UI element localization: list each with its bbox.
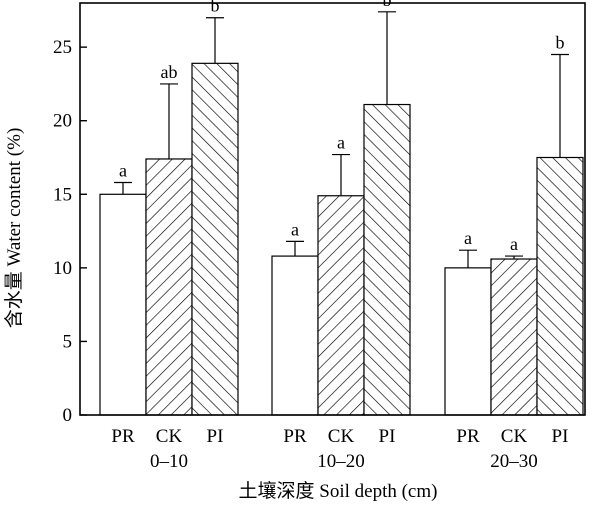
- depth-group-label: 10–20: [317, 451, 365, 472]
- bar-ck: [317, 195, 365, 416]
- significance-label: a: [464, 228, 472, 248]
- category-label: PI: [207, 426, 224, 447]
- y-axis-title: 含水量 Water content (%): [3, 128, 25, 329]
- bar-pi: [363, 103, 411, 416]
- significance-label: a: [119, 161, 127, 181]
- y-tick-label: 15: [53, 184, 72, 205]
- depth-group-label: 20–30: [490, 451, 538, 472]
- significance-label: a: [291, 219, 299, 239]
- category-label: PR: [283, 426, 307, 447]
- category-label: PI: [379, 426, 396, 447]
- bar-pr: [271, 255, 319, 416]
- y-tick-label: 25: [53, 37, 72, 58]
- bar-pi: [536, 156, 584, 416]
- axes-layer: 0 5 10 15 20 25 PR CK PI 0–10 PR CK PI 10–20 PR CK PI 20–…: [53, 2, 586, 472]
- category-label: CK: [156, 426, 183, 447]
- category-label: PR: [111, 426, 135, 447]
- category-label: PR: [456, 426, 480, 447]
- bar-ck: [145, 158, 193, 416]
- bars-layer: aabbaabaab: [99, 0, 584, 416]
- y-tick-label: 0: [63, 405, 73, 426]
- bar-pi: [191, 62, 239, 416]
- plot-frame: [79, 2, 586, 416]
- category-label: CK: [328, 426, 355, 447]
- x-axis-title: 土壤深度 Soil depth (cm): [239, 480, 438, 502]
- bar-pr: [444, 267, 492, 416]
- bar-pr: [99, 193, 147, 416]
- significance-label: b: [556, 33, 565, 53]
- significance-label: a: [337, 133, 345, 153]
- significance-label: ab: [161, 62, 178, 82]
- y-tick-label: 20: [53, 111, 72, 132]
- depth-group-label: 0–10: [150, 451, 188, 472]
- category-label: CK: [501, 426, 528, 447]
- y-tick-label: 10: [53, 258, 72, 279]
- bar-ck: [490, 258, 538, 416]
- significance-label: b: [211, 0, 220, 16]
- y-tick-label: 5: [63, 331, 73, 352]
- significance-label: a: [510, 234, 518, 254]
- category-label: PI: [552, 426, 569, 447]
- significance-label: b: [383, 0, 392, 10]
